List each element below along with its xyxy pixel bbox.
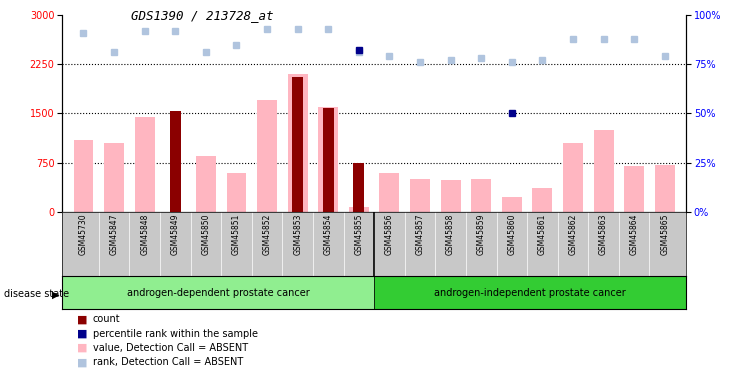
Bar [349,207,369,212]
Text: GDS1390 / 213728_at: GDS1390 / 213728_at [131,9,274,22]
Bar [288,74,307,212]
Bar [441,180,461,212]
Text: GSM45854: GSM45854 [323,214,333,255]
Text: GSM45857: GSM45857 [415,214,425,255]
Bar [380,172,399,212]
Bar [353,164,364,212]
Text: GSM45861: GSM45861 [538,214,547,255]
Bar [472,179,491,212]
Text: ■: ■ [77,329,87,339]
Bar [170,111,181,212]
Text: GSM45858: GSM45858 [446,214,455,255]
Bar [292,77,303,212]
Text: ▶: ▶ [53,290,60,299]
Text: ■: ■ [77,357,87,367]
Text: GSM45848: GSM45848 [140,214,149,255]
Text: GSM45865: GSM45865 [660,214,669,255]
Text: GSM45856: GSM45856 [385,214,394,255]
Bar [62,276,374,309]
Text: GSM45862: GSM45862 [569,214,577,255]
Text: GSM45864: GSM45864 [630,214,639,255]
Text: value, Detection Call = ABSENT: value, Detection Call = ABSENT [93,343,248,353]
Text: GSM45847: GSM45847 [110,214,118,255]
Text: ■: ■ [77,315,87,324]
Bar [532,188,553,212]
Text: percentile rank within the sample: percentile rank within the sample [93,329,258,339]
Bar [374,276,686,309]
Bar [624,166,644,212]
Bar [593,130,613,212]
Text: count: count [93,315,120,324]
Bar [104,143,124,212]
Bar [196,156,216,212]
Bar [655,165,675,212]
Text: GSM45860: GSM45860 [507,214,516,255]
Text: GSM45730: GSM45730 [79,214,88,255]
Text: GSM45859: GSM45859 [477,214,485,255]
Bar [323,108,334,212]
Bar [318,107,338,212]
Bar [135,117,155,212]
Text: GSM45863: GSM45863 [599,214,608,255]
Bar [226,172,247,212]
Text: GSM45849: GSM45849 [171,214,180,255]
Text: GSM45855: GSM45855 [354,214,364,255]
Bar [563,143,583,212]
Text: ■: ■ [77,343,87,353]
Text: disease state: disease state [4,290,69,299]
Text: GSM45851: GSM45851 [232,214,241,255]
Bar [502,197,522,212]
Bar [410,179,430,212]
Text: androgen-dependent prostate cancer: androgen-dependent prostate cancer [127,288,310,297]
Text: GSM45850: GSM45850 [201,214,210,255]
Text: GSM45852: GSM45852 [263,214,272,255]
Bar [257,100,277,212]
Text: rank, Detection Call = ABSENT: rank, Detection Call = ABSENT [93,357,243,367]
Text: GSM45853: GSM45853 [293,214,302,255]
Text: androgen-independent prostate cancer: androgen-independent prostate cancer [434,288,626,297]
Bar [74,140,93,212]
